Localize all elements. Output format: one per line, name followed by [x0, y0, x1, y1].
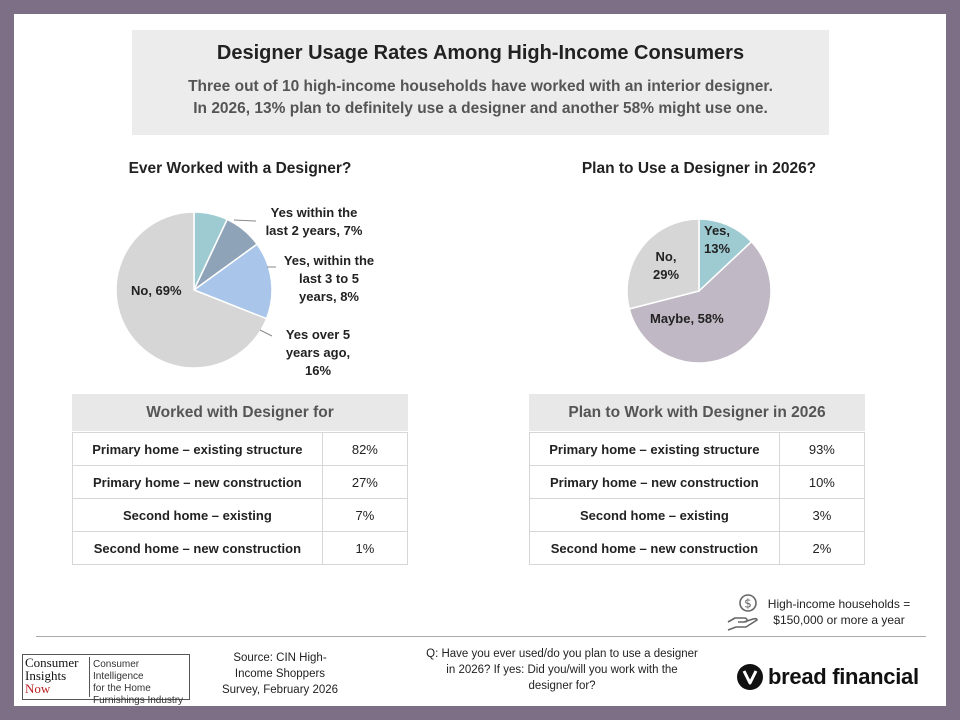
income-note: High-income households = $150,000 or mor…	[764, 596, 914, 628]
cin-logo-divider	[89, 657, 90, 697]
question-note: Q: Have you ever used/do you plan to use…	[396, 646, 728, 694]
pie-label-recent: Yes within the last 2 years, 7%	[258, 204, 370, 240]
cin-tagline-line3: Furnishings Industry	[93, 695, 184, 706]
right-table-header: Plan to Work with Designer in 2026	[529, 394, 865, 431]
right-pie-slice-1	[628, 240, 772, 364]
bread-logo-icon	[737, 664, 763, 690]
svg-text:$: $	[744, 597, 752, 611]
footer-divider	[36, 636, 926, 637]
left-pie-chart	[115, 211, 273, 369]
pie-label-no: No, 69%	[131, 283, 182, 298]
income-note-line1: High-income households =	[767, 597, 911, 611]
row-label: Primary home – existing structure	[529, 432, 780, 466]
table-row: Second home – new construction 2%	[529, 531, 866, 565]
pie-label-old-line1: Yes over 5	[285, 327, 351, 342]
row-label: Second home – new construction	[529, 531, 780, 565]
row-value: 3%	[778, 498, 866, 532]
cin-logo-wordmark: Consumer Insights Now	[25, 656, 78, 695]
subtitle-line-2: In 2026, 13% plan to definitely use a de…	[193, 100, 768, 117]
row-value: 82%	[321, 432, 409, 466]
right-chart-title: Plan to Use a Designer in 2026?	[581, 160, 817, 177]
right-pie-slice-0	[698, 218, 753, 293]
bread-financial-brand: bread financial	[768, 664, 919, 689]
row-value: 10%	[778, 465, 866, 499]
right-table-block: Plan to Work with Designer in 2026 Prima…	[529, 394, 866, 565]
table-row: Primary home – new construction 10%	[529, 465, 866, 499]
cin-logo-line2: Insights	[25, 668, 67, 683]
pie-label-mid-line1: Yes, within the	[283, 253, 375, 268]
question-line1: Q: Have you ever used/do you plan to use…	[426, 648, 698, 660]
row-label: Primary home – new construction	[529, 465, 780, 499]
right-pie-chart	[626, 218, 772, 364]
pie-label-maybe: Maybe, 58%	[650, 311, 724, 326]
left-pie-slice-2	[192, 243, 273, 320]
question-line2: in 2026? If yes: Did you/will you work w…	[446, 664, 678, 676]
source-line1: Source: CIN High-	[233, 652, 327, 664]
table-row: Primary home – existing structure 93%	[529, 432, 866, 466]
page-title: Designer Usage Rates Among High-Income C…	[216, 42, 745, 64]
row-label: Primary home – new construction	[72, 465, 323, 499]
pie-label-old: Yes over 5 years ago, 16%	[272, 326, 364, 380]
pie-label-mid-line2: last 3 to 5	[299, 271, 359, 286]
row-value: 27%	[321, 465, 409, 499]
right-table: Primary home – existing structure 93% Pri…	[529, 432, 866, 565]
row-value: 1%	[321, 531, 409, 565]
money-hand-icon: $	[727, 594, 758, 631]
cin-tagline-line2: for the Home	[93, 683, 151, 694]
subtitle-line-1: Three out of 10 high-income households h…	[188, 78, 773, 95]
table-row: Second home – existing 3%	[529, 498, 866, 532]
cin-tagline-line1: Consumer Intelligence	[93, 659, 144, 682]
row-label: Second home – existing	[529, 498, 780, 532]
cin-logo-line1: Consumer	[25, 655, 79, 670]
source-line3: Survey, February 2026	[221, 684, 339, 696]
leader-line-recent	[233, 219, 257, 222]
pie-label-no-right-line2: 29%	[652, 267, 680, 282]
pie-label-recent-line1: Yes within the	[270, 205, 358, 220]
table-row: Second home – existing 7%	[72, 498, 409, 532]
table-row: Second home – new construction 1%	[72, 531, 409, 565]
left-table-block: Worked with Designer for Primary home – …	[72, 394, 409, 565]
source-note: Source: CIN High- Income Shoppers Survey…	[210, 650, 350, 698]
row-label: Second home – new construction	[72, 531, 323, 565]
row-value: 2%	[778, 531, 866, 565]
cin-logo-now: Now	[25, 681, 51, 696]
income-note-line2: $150,000 or more a year	[773, 613, 905, 627]
row-label: Primary home – existing structure	[72, 432, 323, 466]
left-table: Primary home – existing structure 82% Pri…	[72, 432, 409, 565]
pie-label-yes-line2: 13%	[703, 241, 731, 256]
cin-logo-line3: Now	[25, 682, 78, 695]
pie-label-mid: Yes, within the last 3 to 5 years, 8%	[278, 252, 380, 306]
cin-logo: Consumer Insights Now Consumer Intellige…	[22, 654, 190, 706]
right-pie-slice-2	[626, 218, 700, 310]
header-box: Designer Usage Rates Among High-Income C…	[132, 30, 829, 135]
leader-line-old	[259, 329, 273, 337]
question-line3: designer for?	[528, 680, 596, 692]
pie-label-mid-line3: years, 8%	[299, 289, 359, 304]
source-line2: Income Shoppers	[234, 668, 326, 680]
pie-label-no-right: No, 29%	[650, 248, 682, 284]
row-value: 93%	[778, 432, 866, 466]
table-row: Primary home – new construction 27%	[72, 465, 409, 499]
left-table-header: Worked with Designer for	[72, 394, 408, 431]
row-value: 7%	[321, 498, 409, 532]
pie-label-yes: Yes, 13%	[701, 222, 733, 258]
leader-lines	[233, 219, 276, 337]
cin-logo-tagline: Consumer Intelligence for the Home Furni…	[93, 659, 189, 707]
pie-label-no-right-line1: No,	[655, 249, 677, 264]
left-chart-title: Ever Worked with a Designer?	[128, 160, 352, 177]
pie-label-old-line2: years ago, 16%	[285, 345, 351, 378]
table-row: Primary home – existing structure 82%	[72, 432, 409, 466]
slide: Designer Usage Rates Among High-Income C…	[14, 14, 946, 706]
pie-label-recent-line2: last 2 years, 7%	[265, 223, 363, 238]
pie-label-yes-line1: Yes,	[703, 223, 731, 238]
row-label: Second home – existing	[72, 498, 323, 532]
left-pie-slice-3	[115, 211, 268, 369]
